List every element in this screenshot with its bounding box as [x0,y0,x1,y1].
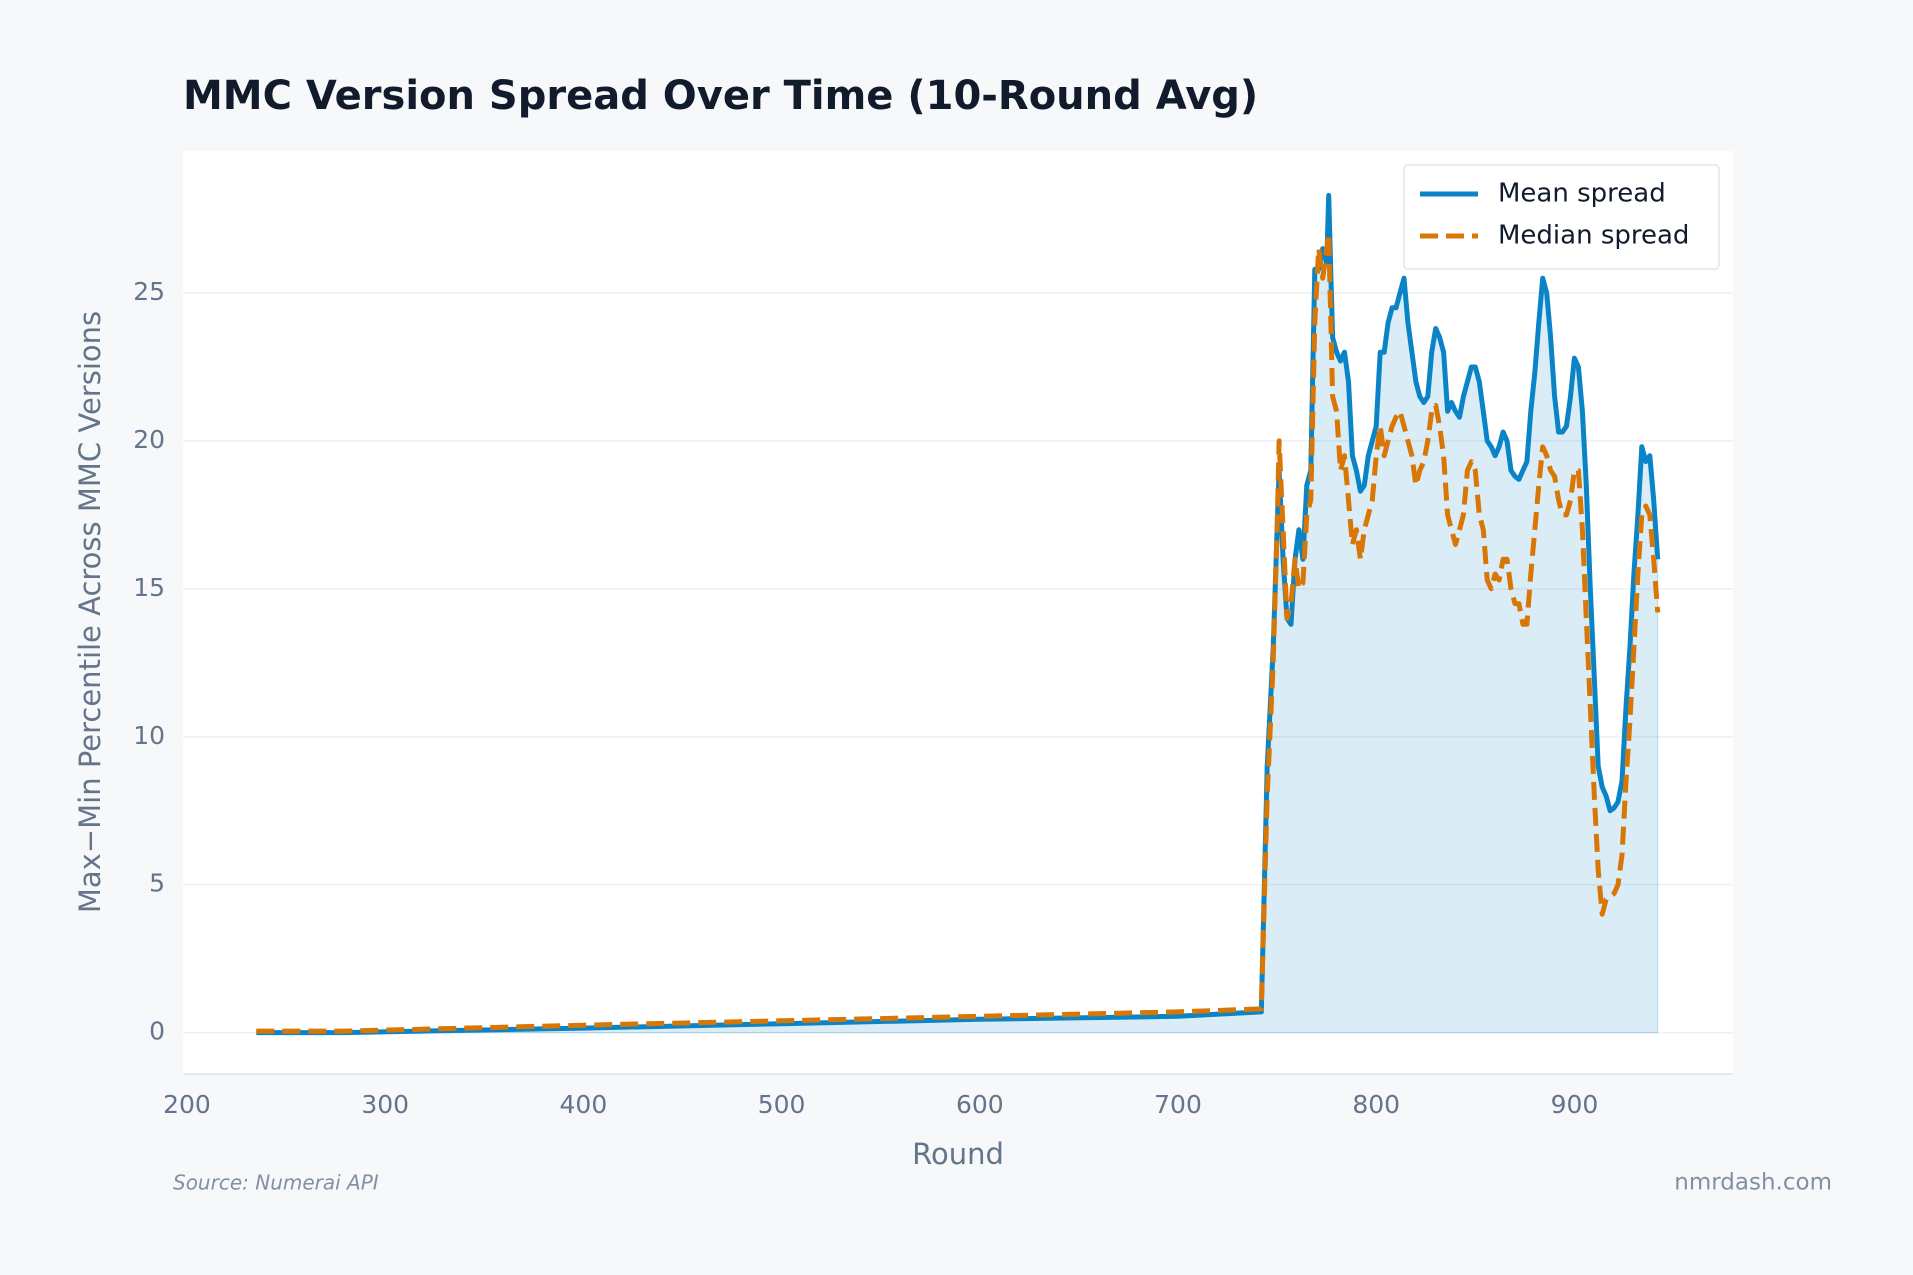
grid: 0 5 10 15 20 25 200 300 400 500 600 700 800 900 [133,277,1733,1119]
x-tick-label: 700 [1154,1090,1202,1119]
y-tick-label: 20 [133,425,165,454]
x-tick-label: 400 [560,1090,608,1119]
y-tick-label: 10 [133,721,165,750]
plot-area [183,151,1733,1074]
legend-label: Median spread [1498,221,1689,251]
series-line [256,231,1661,1034]
x-tick-label: 800 [1352,1090,1400,1119]
x-tick-label: 900 [1551,1090,1599,1119]
y-tick-label: 25 [133,277,165,306]
x-tick-label: 500 [758,1090,806,1119]
watermark: nmrdash.com [1674,1170,1832,1196]
y-tick-label: 15 [133,573,165,602]
legend-box [1403,164,1720,270]
x-tick-label: 300 [361,1090,409,1119]
y-axis-label: Max−Min Percentile Across MMC Versions [73,311,107,913]
series-group [256,192,1661,1036]
legend-label: Mean spread [1498,179,1666,209]
chart-title: MMC Version Spread Over Time (10-Round A… [183,73,1258,119]
y-tick-label: 5 [149,869,165,898]
x-axis-label: Round [912,1137,1004,1171]
x-tick-label: 600 [956,1090,1004,1119]
y-tick-label: 0 [149,1017,165,1046]
source-note: Source: Numerai API [173,1171,379,1195]
x-tick-label: 200 [163,1090,211,1119]
legend: Mean spread Median spread [1403,164,1720,270]
